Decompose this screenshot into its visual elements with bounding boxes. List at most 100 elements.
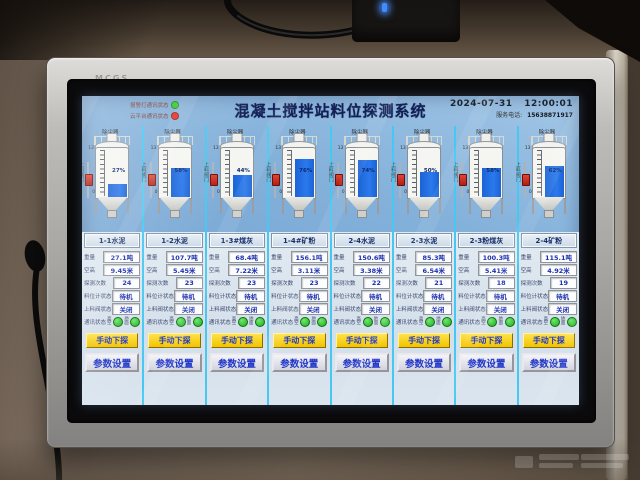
feed-valve-status-label: 上料阀状态 (333, 306, 362, 313)
weight-value: 100.3吨 (477, 250, 515, 263)
page-title: 混凝土搅拌站料位探测系统 (234, 102, 427, 120)
silo-graphic: 除尘器 62% 13 0 上料阀门 (515, 126, 579, 232)
level-meter-status-row: 料位计状态 待机 (145, 289, 203, 302)
feed-valve-label: 上料阀门 (514, 162, 521, 182)
scale-min-label: 0 (279, 190, 283, 195)
feed-valve-status-label: 上料阀状态 (208, 306, 237, 313)
empty-height-value: 3.11米 (290, 263, 328, 276)
fill-percent: 74% (361, 168, 375, 174)
weight-row: 重量 27.1吨 (83, 250, 141, 263)
manual-probe-button[interactable]: 手动下探 (210, 333, 264, 348)
fill-percent: 58% (486, 168, 500, 174)
empty-height-label: 空高 (333, 267, 345, 274)
hmi-screen: 报警灯通讯状态 云平台通讯状态 混凝土搅拌站料位探测系统 2024-07-31 … (82, 96, 579, 405)
comm-b-label: 地面 (498, 316, 503, 326)
manual-probe-button[interactable]: 手动下探 (148, 333, 201, 348)
weight-value: 107.7吨 (165, 250, 203, 263)
comm-a-label: 高空 (418, 316, 424, 326)
silo-leg (219, 196, 222, 214)
weight-label: 重量 (208, 254, 220, 261)
empty-height-row: 空高 6.54米 (395, 263, 453, 276)
scale-max-label: 13 (524, 146, 531, 151)
param-settings-button[interactable]: 参数设置 (147, 353, 202, 372)
manual-probe-button[interactable]: 手动下探 (522, 333, 575, 348)
weight-label: 重量 (520, 254, 532, 261)
empty-height-label: 空高 (84, 267, 96, 274)
silo-column: 除尘器 50% 13 0 上料阀门 2-3水泥 重量 85.3吨 (390, 126, 457, 405)
feed-valve-status-value: 关闭 (111, 302, 141, 315)
empty-height-row: 空高 5.45米 (145, 263, 203, 276)
feed-valve-icon (272, 174, 281, 186)
comm-b-label: 地面 (560, 316, 566, 326)
feed-valve-label: 上料阀门 (390, 162, 397, 182)
level-meter-status-value: 待机 (361, 289, 390, 302)
fill-percent: 50% (423, 168, 438, 174)
detect-count-value: 18 (487, 276, 515, 289)
level-scale-icon (287, 150, 293, 196)
manual-probe-button[interactable]: 手动下探 (273, 333, 326, 348)
detect-count-label: 探测次数 (146, 280, 169, 287)
comm-a-indicator (425, 317, 436, 327)
silo-graphic: 除尘器 58% 13 0 上料阀门 (452, 126, 516, 232)
comm-status-block: 报警灯通讯状态 云平台通讯状态 (130, 99, 179, 121)
feed-valve-icon (521, 174, 530, 186)
feed-valve-status-label: 上料阀状态 (395, 306, 424, 313)
comm-status-label: 通讯状态 (84, 320, 107, 326)
manual-probe-button[interactable]: 手动下探 (460, 333, 513, 348)
silo-leg (376, 196, 379, 214)
detect-count-row: 探测次数 21 (395, 276, 453, 289)
param-settings-button[interactable]: 参数设置 (272, 353, 327, 372)
empty-height-value: 4.92米 (540, 263, 577, 276)
fill-percent: 44% (236, 168, 250, 174)
level-meter-status-row: 料位计状态 待机 (520, 289, 578, 302)
comm-a-label: 高空 (107, 316, 112, 326)
level-meter-status-label: 料位计状态 (333, 293, 362, 300)
detect-count-row: 探测次数 22 (333, 276, 391, 289)
param-settings-button[interactable]: 参数设置 (521, 353, 576, 372)
silo-graphic: 除尘器 58% 13 0 上料阀门 (141, 126, 204, 232)
silo-cone-icon (283, 197, 315, 210)
comm-status-row: 通讯状态 高空 地面 (208, 315, 266, 329)
silo-cone-icon (408, 197, 440, 210)
silo-leg (563, 196, 566, 214)
service-phone-number: 15638871917 (527, 112, 573, 119)
detect-count-value: 19 (550, 276, 577, 289)
silo-leg (251, 196, 254, 214)
detect-count-value: 22 (362, 276, 390, 289)
feed-valve-icon (397, 174, 406, 186)
manual-probe-button[interactable]: 手动下探 (397, 333, 451, 348)
comm-status-label: 通讯状态 (458, 320, 481, 326)
level-meter-status-row: 料位计状态 待机 (395, 289, 453, 302)
comm-a-label: 高空 (169, 316, 174, 326)
level-meter-status-value: 待机 (423, 289, 453, 302)
param-settings-button[interactable]: 参数设置 (396, 353, 452, 372)
weight-label: 重量 (271, 254, 283, 261)
level-scale-icon (162, 150, 168, 196)
detect-count-value: 23 (238, 276, 266, 289)
datetime-block: 2024-07-31 12:00:01 服务电话: 15638871917 (450, 99, 573, 119)
param-settings-button[interactable]: 参数设置 (459, 353, 514, 372)
silo-fill (420, 172, 440, 197)
param-settings-button[interactable]: 参数设置 (209, 353, 265, 372)
feed-valve-status-label: 上料阀状态 (84, 306, 112, 313)
comm-a-label: 高空 (543, 316, 549, 326)
scale-max-label: 13 (337, 146, 344, 151)
comm-b-indicator (317, 317, 328, 327)
silo-name: 1-3#煤灰 (208, 233, 266, 248)
param-settings-button[interactable]: 参数设置 (334, 353, 389, 372)
weight-value: 68.4吨 (228, 250, 266, 263)
feed-valve-status-row: 上料阀状态 关闭 (208, 302, 266, 315)
comm-status-row: 通讯状态 高空 地面 (83, 315, 141, 329)
detect-count-label: 探测次数 (271, 280, 294, 287)
manual-probe-button[interactable]: 手动下探 (335, 333, 388, 348)
silo-column: 除尘器 62% 13 0 上料阀门 2-4矿粉 重量 115.1吨 (515, 126, 579, 405)
silo-data-panel: 1-4#矿粉 重量 156.1吨 空高 3.11米 探测次数 23 料位计状态 … (269, 232, 330, 405)
manual-probe-button[interactable]: 手动下探 (86, 333, 139, 348)
feed-valve-status-row: 上料阀状态 关闭 (83, 302, 141, 315)
silo-name: 2-4矿粉 (520, 233, 577, 248)
hmi-monitor: MCGS 报警灯通讯状态 云平台通讯状态 混凝土搅拌站料位探测系统 (46, 57, 629, 468)
detect-count-value: 21 (425, 276, 453, 289)
level-meter-status-value: 待机 (173, 289, 203, 302)
empty-height-value: 5.45米 (165, 263, 203, 276)
param-settings-button[interactable]: 参数设置 (85, 353, 140, 372)
